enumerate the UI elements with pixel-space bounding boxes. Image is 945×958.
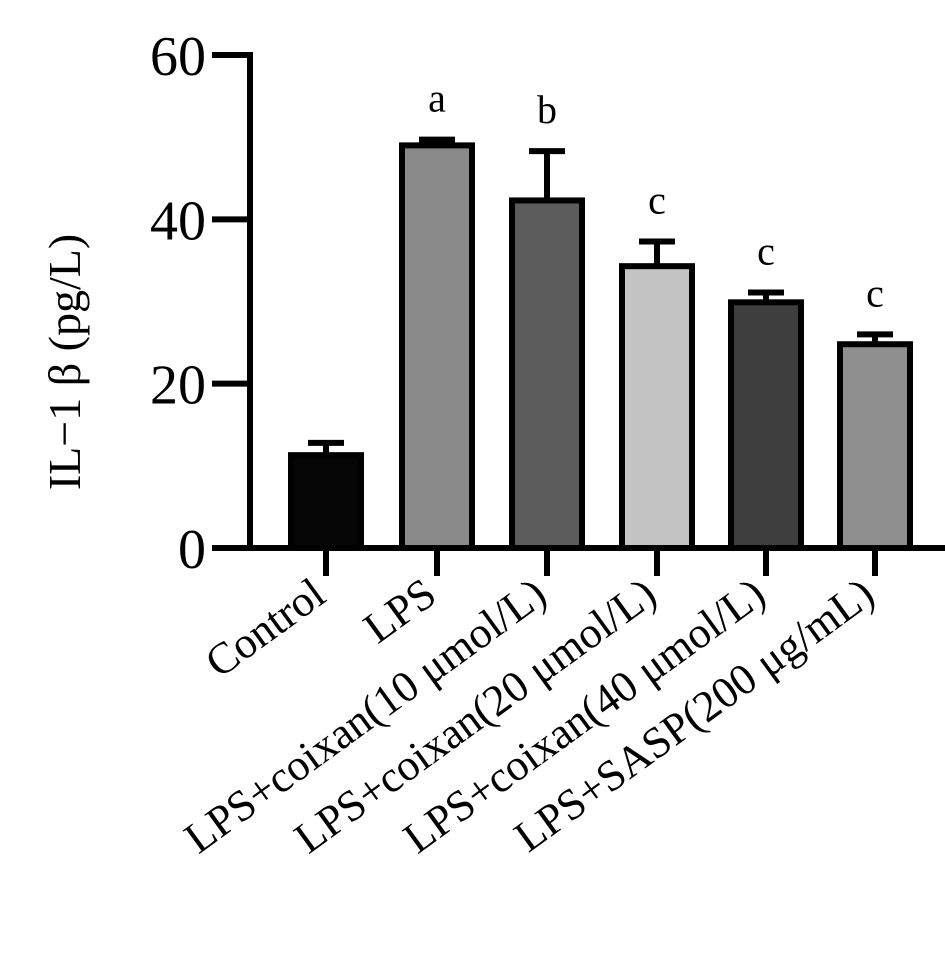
bar-0	[288, 452, 364, 552]
bar-4	[728, 299, 804, 551]
significance-label-2: b	[537, 87, 557, 132]
bar-3	[619, 263, 695, 551]
significance-label-1: a	[428, 76, 446, 121]
y-tick-label-0: 0	[178, 519, 206, 581]
y-axis-label: IL−1 β (pg/L)	[39, 234, 90, 490]
y-tick-label-2: 40	[150, 190, 206, 252]
y-tick-label-1: 20	[150, 355, 206, 417]
x-tick-label-0: Control	[196, 568, 334, 687]
bar-2	[509, 197, 585, 551]
significance-label-5: c	[866, 270, 884, 315]
bar-1	[399, 142, 475, 551]
bar-5	[837, 341, 913, 551]
significance-label-4: c	[757, 228, 775, 273]
y-tick-label-3: 60	[150, 26, 206, 88]
significance-label-3: c	[648, 178, 666, 223]
